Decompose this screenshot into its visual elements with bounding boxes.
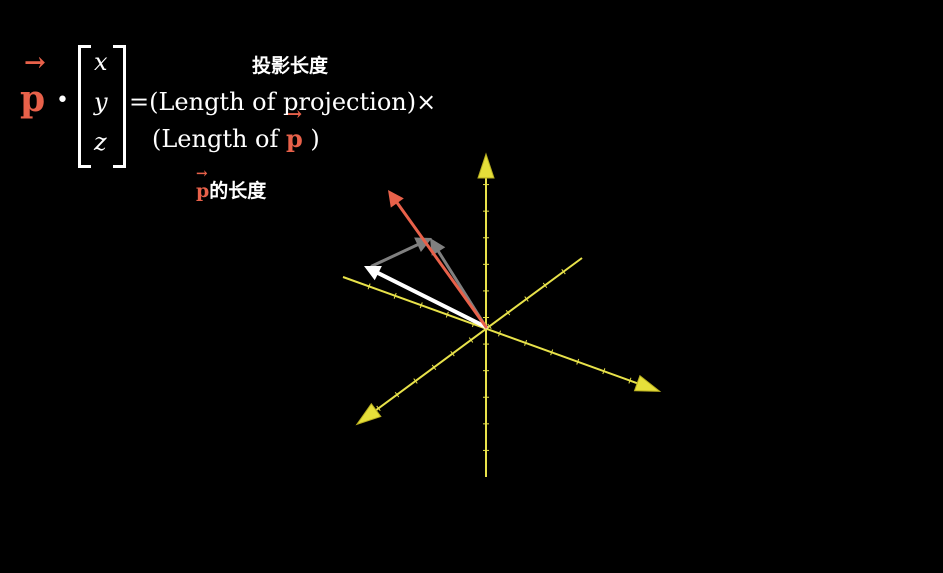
- axes-group: [342, 152, 662, 477]
- label-p-length-text: 的长度: [209, 180, 267, 202]
- label-p-length-symbol: p: [196, 180, 210, 202]
- axis-right-down-tick: [550, 349, 554, 356]
- equation-line-2-suffix: ): [302, 125, 320, 153]
- equation-line-2: (Length of → p ): [152, 104, 320, 153]
- axis-right-down-tick: [576, 358, 580, 365]
- axis-right-down-tick: [498, 330, 501, 337]
- formula-p-vector: → p: [20, 48, 46, 120]
- axis-left-down-tip-cone: [355, 402, 382, 426]
- axis-right-down-tick: [628, 377, 632, 384]
- equation-line-2-p-symbol: p: [286, 124, 303, 153]
- matrix-left-bracket: [78, 45, 91, 168]
- equation-line-1: =(Length of projection)×: [129, 88, 437, 116]
- p-arrow-symbol: →: [24, 48, 46, 78]
- vector-white-shaft: [376, 271, 488, 329]
- vector-gray-connector-head: [414, 237, 432, 253]
- vectors-group: [364, 190, 488, 329]
- axis-left-down-tick: [561, 268, 566, 275]
- axis-right-down-tick: [445, 311, 449, 318]
- label-projection-length: 投影长度: [252, 55, 329, 77]
- axis-left-down-tick: [450, 350, 455, 357]
- vector-white-head: [364, 266, 382, 281]
- dot-operator: •: [56, 88, 69, 113]
- label-p-length-p: → p: [196, 166, 210, 202]
- axis-left-down-tick: [542, 282, 548, 289]
- axis-left-down-tick: [468, 337, 474, 343]
- matrix-right-bracket: [113, 45, 126, 168]
- axis-left-down-tick: [394, 391, 400, 398]
- equation-line-2-p: → p: [286, 104, 303, 153]
- vector-p-shaft: [395, 201, 488, 329]
- label-p-length: → p的长度: [196, 166, 267, 203]
- matrix-entry-y: y: [94, 88, 108, 116]
- axis-vertical-tip-cone: [477, 152, 495, 179]
- axis-left-down-tick: [524, 296, 529, 302]
- vector-p-head: [388, 190, 404, 208]
- axis-right-down-tick: [367, 283, 371, 290]
- axis-left-down-tick: [505, 309, 511, 316]
- vector-gray-connector-shaft: [370, 243, 420, 268]
- matrix-entry-x: x: [94, 48, 108, 76]
- axis-right-down-tick: [393, 292, 397, 299]
- equation-line-2-prefix: (Length of: [152, 125, 287, 153]
- axis-left-down-tick: [413, 378, 418, 384]
- matrix-entry-z: z: [94, 128, 107, 156]
- axis-right-down-tick: [419, 302, 423, 309]
- axis-right-down-tip-cone: [633, 374, 662, 392]
- equation-line-2-p-arrow: →: [287, 104, 303, 125]
- axis-left-down-tick: [487, 323, 492, 330]
- axis-right-down-tick: [602, 368, 606, 375]
- axis-left-down-tick: [376, 405, 381, 412]
- label-p-length-arrow: →: [196, 166, 208, 182]
- axis-left-down-tick: [431, 364, 437, 371]
- p-symbol: p: [20, 78, 46, 120]
- vector-gray-head: [430, 238, 446, 256]
- axis-right-down-tick: [524, 339, 528, 346]
